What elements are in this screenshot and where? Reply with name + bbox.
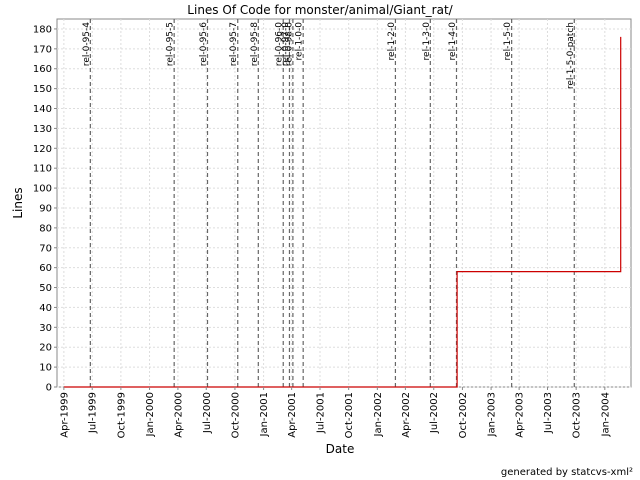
x-axis: Apr-1999 Jul-1999 Oct-1999 Jan-2000 Apr-2000… — [59, 387, 611, 438]
x-tick-label: Jan-2001 — [259, 392, 270, 437]
release-markers: rel-0-95-4 rel-0-95-5 rel-0-95-6 rel-0-95-7… — [82, 19, 576, 387]
loc-series-line — [63, 36, 622, 388]
x-tick-label: Apr-2003 — [515, 392, 526, 438]
x-axis-label: Date — [326, 442, 355, 456]
y-tick-label: 70 — [39, 243, 52, 254]
release-marker-label: rel-0-95-4 — [82, 22, 92, 66]
y-tick-label: 120 — [33, 144, 52, 155]
release-marker-label: rel-0-95-8 — [250, 22, 260, 66]
grid — [57, 19, 631, 388]
y-axis-label: Lines — [11, 187, 25, 218]
y-tick-label: 160 — [33, 64, 52, 75]
x-tick-label: Jan-2003 — [487, 392, 498, 437]
release-marker-label: rel-1-3-0 — [422, 22, 432, 61]
x-tick-label: Oct-1999 — [116, 392, 127, 438]
release-marker-label: rel-0-96-0 — [275, 22, 285, 66]
y-tick-label: 130 — [33, 124, 52, 135]
x-tick-label: Apr-2002 — [401, 392, 412, 438]
release-marker-label: rel-0-97-0 — [281, 22, 291, 66]
y-tick-label: 60 — [39, 263, 52, 274]
release-marker-label: rel-1-0-0 — [295, 22, 305, 61]
chart-title: Lines Of Code for monster/animal/Giant_r… — [187, 3, 453, 17]
series-layer — [63, 36, 622, 388]
y-tick-label: 170 — [33, 44, 52, 55]
x-tick-label: Apr-2000 — [173, 392, 184, 438]
x-tick-label: Jul-1999 — [88, 392, 99, 434]
x-tick-label: Apr-2001 — [287, 392, 298, 438]
y-tick-label: 80 — [39, 223, 52, 234]
x-tick-label: Jul-2001 — [316, 392, 327, 434]
y-tick-label: 150 — [33, 84, 52, 95]
y-tick-label: 140 — [33, 104, 52, 115]
footer-generated-by: generated by statcvs-xml² — [501, 467, 633, 478]
y-tick-label: 20 — [39, 343, 52, 354]
release-marker-label: rel-1-2-0 — [387, 22, 397, 61]
release-marker-label: rel-1-4-0 — [448, 22, 458, 61]
y-tick-label: 10 — [39, 363, 52, 374]
y-tick-label: 0 — [46, 383, 52, 394]
plot-area: rel-0-95-4 rel-0-95-5 rel-0-95-6 rel-0-95-7… — [56, 18, 632, 388]
y-tick-label: 180 — [33, 24, 52, 35]
y-tick-label: 50 — [39, 283, 52, 294]
x-tick-label: Oct-2003 — [572, 392, 583, 438]
x-tick-label: Oct-2001 — [344, 392, 355, 438]
y-tick-label: 40 — [39, 303, 52, 314]
y-tick-label: 110 — [33, 164, 52, 175]
x-tick-label: Jul-2000 — [202, 392, 213, 434]
release-marker-label: rel-0-95-7 — [229, 22, 239, 66]
x-tick-label: Jul-2003 — [543, 392, 554, 434]
x-tick-label: Jan-2002 — [373, 392, 384, 437]
x-tick-label: Oct-2000 — [230, 392, 241, 438]
release-marker-label: rel-1-5-0-patch — [566, 22, 576, 89]
plot-frame — [56, 18, 632, 388]
release-marker-label: rel-1-5-0 — [503, 22, 513, 61]
release-marker-label: rel-0-98-0 — [284, 22, 294, 66]
y-tick-label: 90 — [39, 203, 52, 214]
y-axis: 0 10 20 30 40 50 60 70 80 90 100 110 120 130 140 150 160… — [33, 24, 57, 394]
y-tick-label: 100 — [33, 184, 52, 195]
x-tick-label: Oct-2002 — [458, 392, 469, 438]
release-marker-label: rel-0-95-6 — [199, 22, 209, 66]
x-tick-label: Apr-1999 — [59, 392, 70, 438]
y-tick-label: 30 — [39, 323, 52, 334]
x-tick-label: Jan-2000 — [145, 392, 156, 437]
x-tick-label: Jan-2004 — [600, 392, 611, 437]
release-marker-label: rel-0-95-5 — [166, 22, 176, 66]
x-tick-label: Jul-2002 — [429, 392, 440, 434]
